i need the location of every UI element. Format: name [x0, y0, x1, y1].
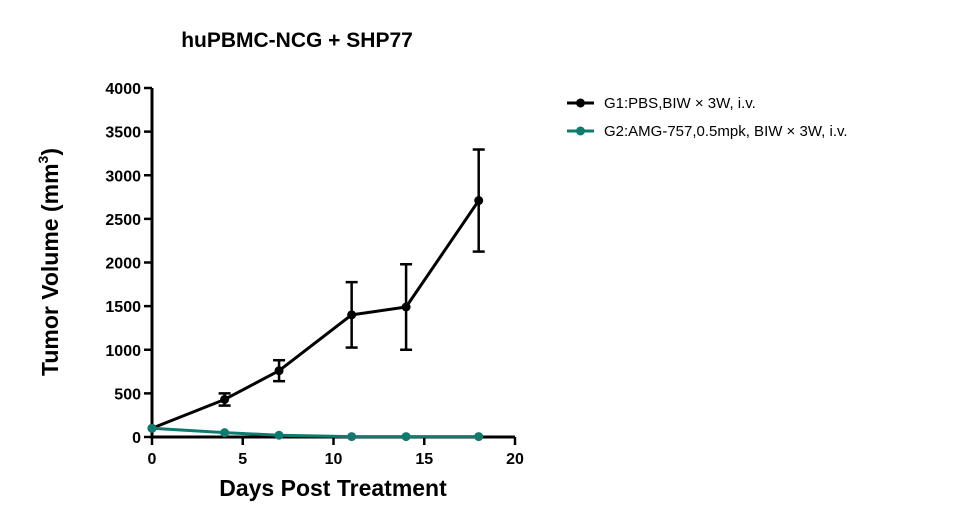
- y-tick-label: 3500: [105, 125, 141, 142]
- y-tick-label: 2000: [105, 256, 141, 273]
- legend-marker: [576, 126, 585, 136]
- data-point: [401, 302, 411, 312]
- series-2-line: [151, 426, 479, 439]
- legend: G1:PBS,BIW × 3W, i.v. G2:AMG-757,0.5mpk, …: [567, 95, 848, 140]
- y-axis-title-main: Tumor Volume (mm: [37, 163, 63, 376]
- y-tick-label: 1000: [105, 343, 141, 360]
- y-axis-title-sup: 3: [35, 155, 51, 163]
- axes: 0 500 1000 1500 2000 2500 3000 3500 4000 0 5 10 15 20: [105, 81, 524, 468]
- y-tick-label: 1500: [105, 299, 141, 316]
- legend-label: G1:PBS,BIW × 3W, i.v.: [604, 95, 756, 112]
- x-tick-label: 15: [415, 451, 433, 468]
- x-tick-label: 0: [148, 451, 157, 468]
- series-1: [147, 148, 485, 433]
- x-tick-label: 10: [325, 451, 343, 468]
- y-tick-label: 2500: [105, 212, 141, 229]
- data-point: [347, 310, 357, 320]
- y-tick-label: 4000: [105, 81, 141, 98]
- y-tick-label: 500: [114, 386, 141, 403]
- series-2: [147, 423, 484, 442]
- y-tick-label: 3000: [105, 168, 141, 185]
- legend-label: G2:AMG-757,0.5mpk, BIW × 3W, i.v.: [604, 123, 848, 140]
- legend-item-1: G1:PBS,BIW × 3W, i.v.: [567, 95, 756, 112]
- chart-title: huPBMC-NCG + SHP77: [181, 29, 413, 52]
- legend-marker: [576, 98, 585, 108]
- series-1-line: [151, 199, 480, 430]
- x-tick-label: 5: [238, 451, 247, 468]
- data-point: [474, 432, 484, 442]
- data-point: [220, 428, 230, 438]
- x-axis-title: Days Post Treatment: [219, 475, 447, 501]
- y-tick-label: 0: [132, 430, 141, 447]
- data-point: [274, 430, 284, 440]
- data-point: [147, 423, 157, 433]
- data-point: [220, 394, 230, 404]
- svg-text:Tumor Volume (mm3): Tumor Volume (mm3): [35, 148, 63, 376]
- data-point: [474, 196, 484, 206]
- x-tick-label: 20: [506, 451, 524, 468]
- legend-item-2: G2:AMG-757,0.5mpk, BIW × 3W, i.v.: [567, 123, 848, 140]
- series-layer: [147, 148, 485, 442]
- y-axis-title-close: ): [37, 148, 63, 156]
- data-point: [347, 432, 357, 442]
- data-point: [401, 432, 411, 442]
- y-axis-title: Tumor Volume (mm3): [35, 148, 63, 376]
- data-point: [274, 366, 284, 376]
